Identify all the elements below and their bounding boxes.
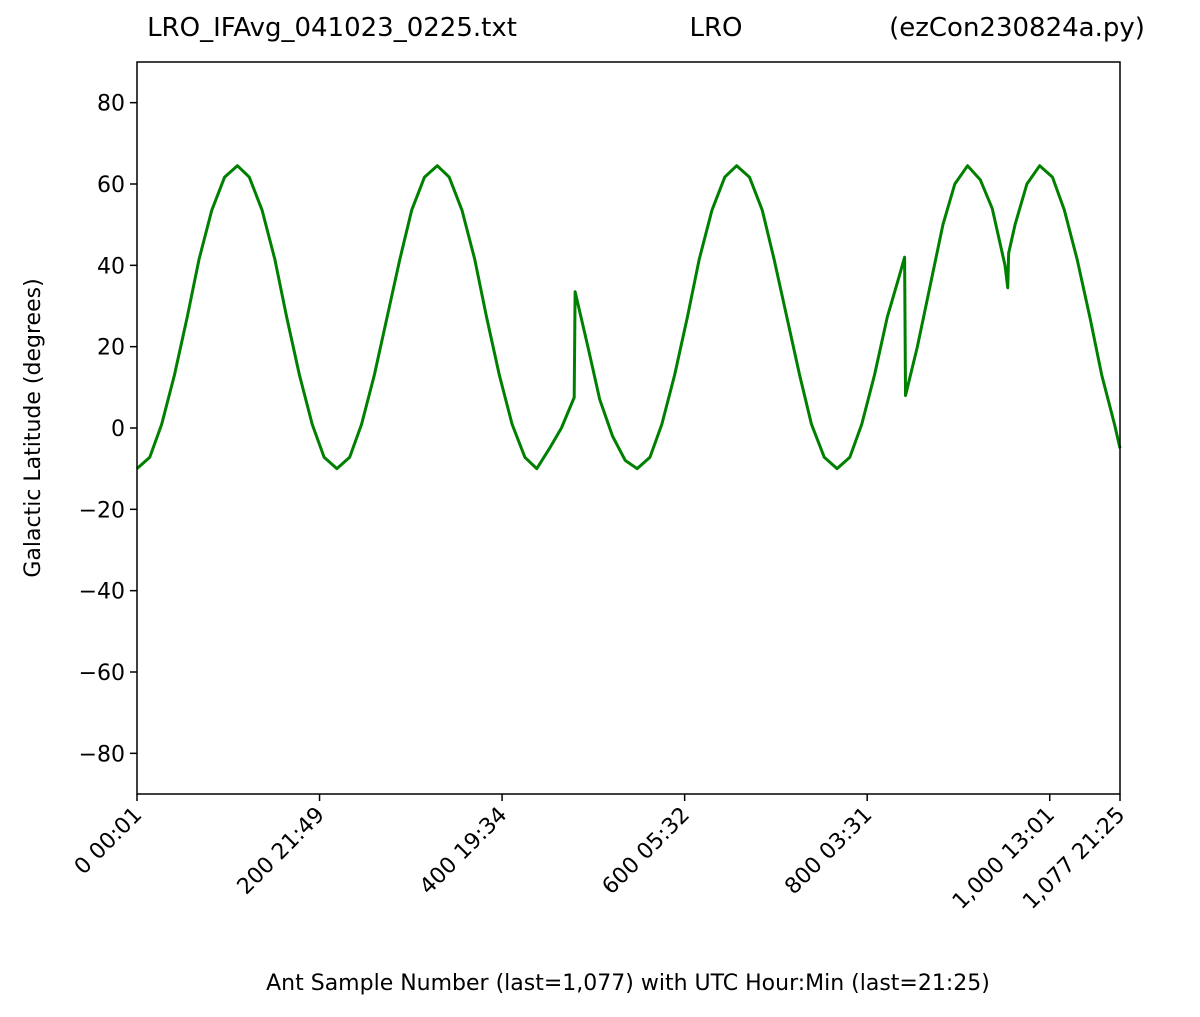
y-tick-label: 0 — [111, 417, 125, 442]
y-tick-label: −20 — [79, 498, 125, 523]
x-tick-label: 800 03:31 — [780, 803, 877, 900]
data-line — [136, 164, 1122, 471]
plot-frame — [136, 61, 1121, 795]
y-tick-label: −40 — [79, 580, 125, 605]
chart-title-left: LRO_IFAvg_041023_0225.txt — [147, 13, 517, 43]
y-tick-label: −60 — [79, 661, 125, 686]
y-axis-label: Galactic Latitude (degrees) — [21, 278, 46, 577]
y-tick-label: −80 — [79, 742, 125, 767]
y-tick-label: 80 — [97, 92, 125, 117]
x-tick-label: 0 00:01 — [70, 803, 147, 880]
y-tick-label: 40 — [97, 254, 125, 279]
chart-title-right: (ezCon230824a.py) — [889, 13, 1145, 43]
x-tick-label: 200 21:49 — [233, 803, 330, 900]
chart-title: LRO — [689, 13, 742, 43]
x-tick-label: 600 05:32 — [598, 803, 695, 900]
y-tick-label: 20 — [97, 336, 125, 361]
x-axis-label: Ant Sample Number (last=1,077) with UTC … — [266, 971, 990, 996]
x-tick-label: 400 19:34 — [415, 803, 512, 900]
y-tick-label: 60 — [97, 173, 125, 198]
